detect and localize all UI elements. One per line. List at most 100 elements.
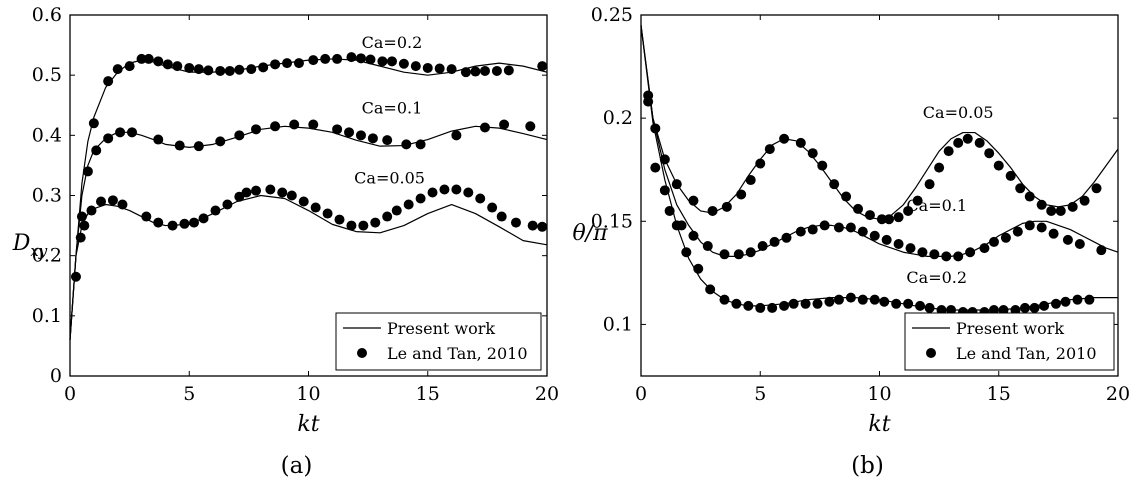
data-point xyxy=(332,53,343,64)
y-axis-label: Dxy xyxy=(12,231,48,260)
data-point xyxy=(167,220,178,231)
data-point xyxy=(1024,220,1035,231)
y-tick-label: 0.25 xyxy=(591,4,633,26)
data-point xyxy=(365,54,376,65)
data-point xyxy=(643,90,654,101)
panel-label: (b) xyxy=(851,453,884,479)
x-tick-label: 0 xyxy=(635,383,647,405)
data-point xyxy=(88,118,99,129)
data-point xyxy=(755,302,766,313)
data-point xyxy=(929,249,940,260)
legend-marker-swatch xyxy=(357,348,367,358)
legend-entry-reference: Le and Tan, 2010 xyxy=(387,344,528,363)
panel-b: 0 5 10 15 20 0.1 0.15 0.2 0.25 Ca=0.05 Ca=0.1 Ca=0.… xyxy=(572,4,1130,479)
data-point xyxy=(719,249,730,260)
data-point xyxy=(422,62,433,73)
panel-label: (a) xyxy=(281,453,313,479)
x-tick-label: 15 xyxy=(416,383,440,405)
data-point xyxy=(841,191,852,202)
curve-annotation: Ca=0.2 xyxy=(362,33,423,52)
y-tick-label: 0.3 xyxy=(32,185,62,207)
data-point xyxy=(96,196,107,207)
x-tick-label: 15 xyxy=(987,383,1011,405)
data-point xyxy=(258,62,269,73)
data-point xyxy=(127,127,138,138)
data-point xyxy=(853,203,864,214)
data-point xyxy=(767,302,778,313)
data-point xyxy=(917,247,928,258)
y-axis-label-main: D xyxy=(12,231,31,256)
data-point xyxy=(153,217,164,228)
data-point xyxy=(769,236,780,247)
data-point xyxy=(891,298,902,309)
data-point xyxy=(693,263,704,274)
y-tick-label: 0.1 xyxy=(603,313,633,335)
curve-annotation: Ca=0.05 xyxy=(923,103,994,122)
curve-annotation: Ca=0.1 xyxy=(906,196,967,215)
data-point xyxy=(1067,201,1078,212)
data-point xyxy=(282,58,293,69)
y-tick-label: 0.15 xyxy=(591,210,633,232)
data-point xyxy=(934,162,945,173)
y-tick-label: 0.5 xyxy=(32,64,62,86)
data-point xyxy=(215,65,226,76)
data-point xyxy=(807,148,818,159)
data-point xyxy=(650,162,661,173)
data-point xyxy=(736,189,747,200)
data-point xyxy=(884,214,895,225)
data-point xyxy=(998,304,1009,315)
data-point xyxy=(721,201,732,212)
data-point xyxy=(475,193,486,204)
data-point xyxy=(141,211,152,222)
data-point xyxy=(1015,183,1026,194)
data-point xyxy=(876,214,887,225)
data-point xyxy=(795,137,806,148)
data-point xyxy=(415,139,426,150)
data-point xyxy=(1062,234,1073,245)
data-point xyxy=(439,184,450,195)
data-point xyxy=(86,205,97,216)
data-point xyxy=(1060,296,1071,307)
data-point xyxy=(386,56,397,67)
data-point xyxy=(153,56,164,67)
y-tick-label: 0.4 xyxy=(32,124,62,146)
y-axis-label-main: θ/π xyxy=(572,221,608,246)
data-point xyxy=(222,199,233,210)
data-point xyxy=(103,133,114,144)
data-point xyxy=(903,298,914,309)
data-point xyxy=(915,300,926,311)
data-point xyxy=(112,64,123,75)
legend-marker-swatch xyxy=(926,348,936,358)
data-point xyxy=(75,232,86,243)
data-point xyxy=(879,296,890,307)
data-point xyxy=(1096,245,1107,256)
data-point xyxy=(189,217,200,228)
data-point xyxy=(671,179,682,190)
data-point xyxy=(382,135,393,146)
data-point xyxy=(270,59,281,70)
data-point xyxy=(434,63,445,74)
data-point xyxy=(1019,302,1030,313)
data-point xyxy=(463,187,474,198)
data-point xyxy=(936,304,947,315)
data-point xyxy=(755,158,766,169)
data-point xyxy=(234,64,245,75)
data-point xyxy=(1039,300,1050,311)
data-point xyxy=(451,130,462,141)
data-point xyxy=(979,243,990,254)
data-point xyxy=(857,226,868,237)
x-tick-label: 10 xyxy=(296,383,320,405)
data-point xyxy=(153,134,164,145)
data-point xyxy=(1079,195,1090,206)
data-point xyxy=(346,220,357,231)
data-point xyxy=(320,53,331,64)
data-point xyxy=(707,205,718,216)
data-point xyxy=(807,224,818,235)
data-point xyxy=(91,145,102,156)
data-point xyxy=(864,210,875,221)
data-point xyxy=(346,52,357,63)
series-line xyxy=(640,25,1119,220)
data-point xyxy=(788,298,799,309)
data-point xyxy=(460,67,471,78)
data-point xyxy=(893,212,904,223)
